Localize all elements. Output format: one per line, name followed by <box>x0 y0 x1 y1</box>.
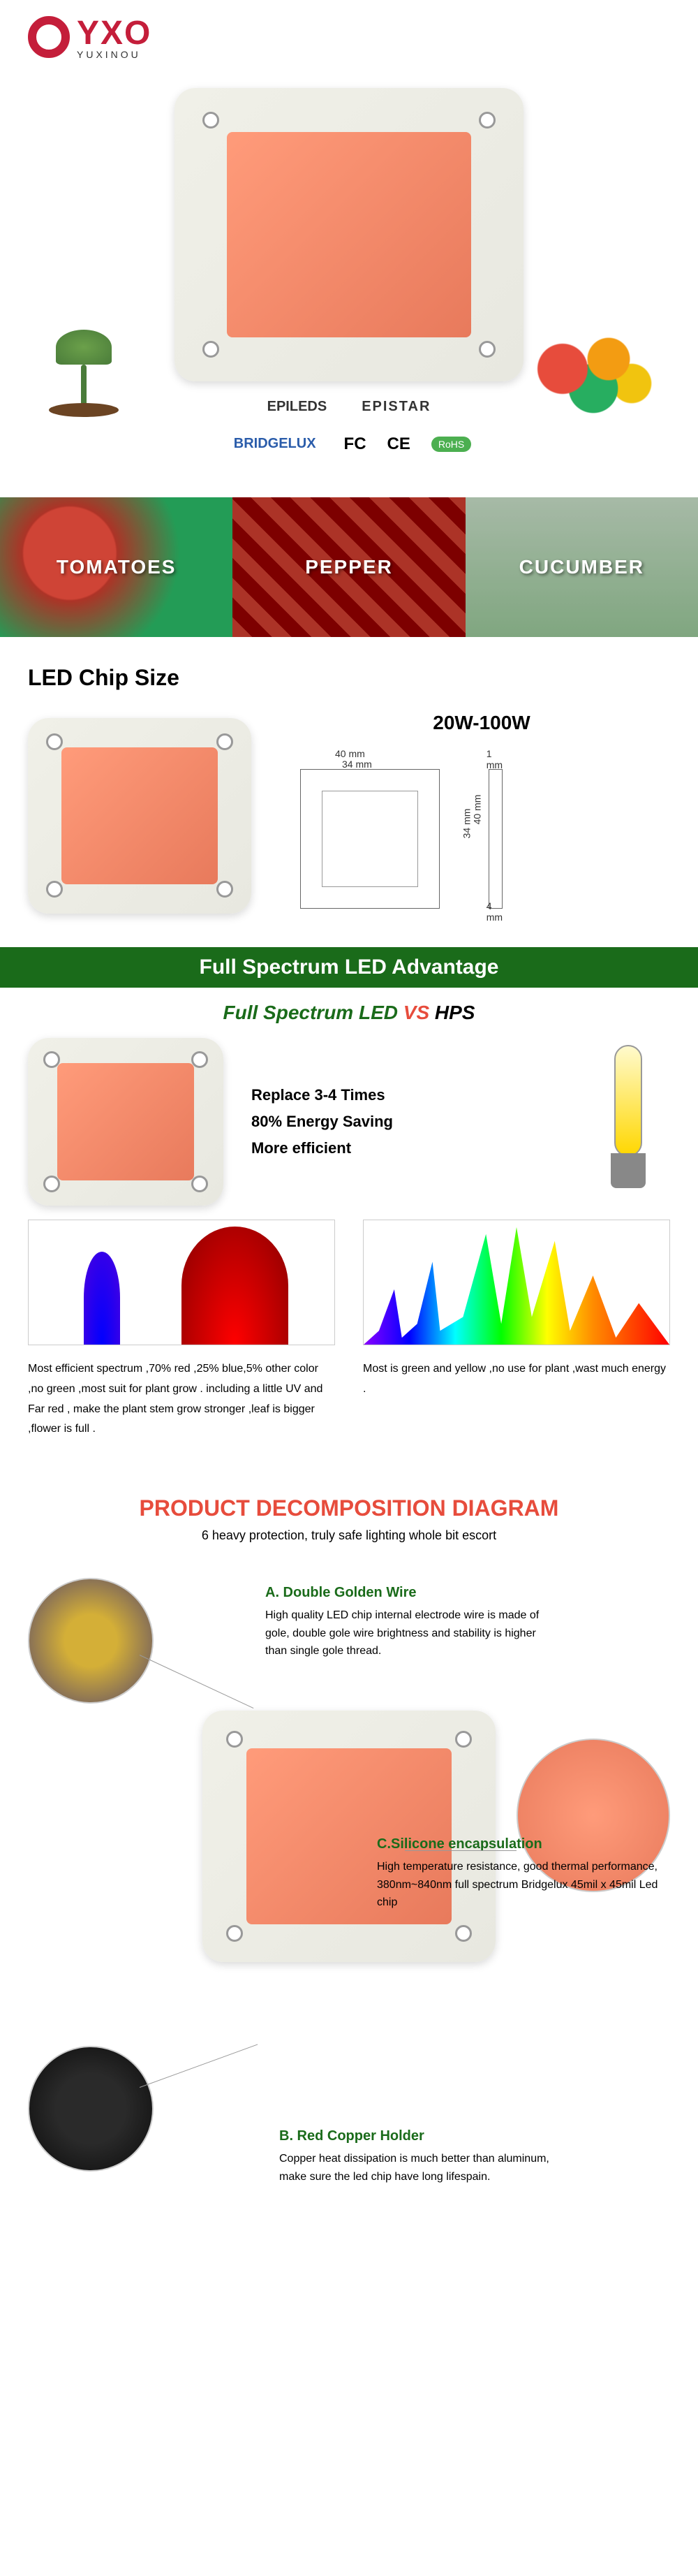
callout-a-title: A. Double Golden Wire <box>265 1585 558 1601</box>
epileds-badge: EPILEDS <box>260 395 334 418</box>
banner-tomato: TOMATOES <box>0 497 232 637</box>
dim-h-outer: 40 mm <box>472 795 483 825</box>
vs-title: Full Spectrum LED VS HPS <box>0 988 698 1038</box>
callout-b: B. Red Copper Holder Copper heat dissipa… <box>279 2128 572 2186</box>
callout-line-c <box>405 1850 517 1851</box>
dim-base: 4 mm <box>487 900 503 923</box>
vs-vs-label: VS <box>403 1002 429 1023</box>
rohs-cert-icon: RoHS <box>431 437 471 452</box>
vs-points: Replace 3-4 Times 80% Energy Saving More… <box>251 1078 558 1166</box>
logo: YXO YUXINOU <box>28 14 670 60</box>
dim-h-inner: 34 mm <box>461 809 473 839</box>
banner-label-pepper: PEPPER <box>305 556 393 578</box>
led-spectrum-col: Most efficient spectrum ,70% red ,25% bl… <box>28 1220 335 1440</box>
vs-point-0: Replace 3-4 Times <box>251 1086 558 1104</box>
decomp-title: PRODUCT DECOMPOSITION DIAGRAM <box>0 1495 698 1521</box>
vs-hps-label: HPS <box>435 1002 475 1023</box>
chip-hero-image <box>174 88 524 381</box>
chip-size-image <box>28 718 251 914</box>
produce-banner: TOMATOES PEPPER CUCUMBER <box>0 497 698 637</box>
wattage-label: 20W-100W <box>293 712 670 734</box>
callout-line-b <box>140 2044 258 2088</box>
certs-row: BRIDGELUX FC CE RoHS <box>28 432 670 455</box>
size-diagram: 20W-100W 40 mm 34 mm 40 mm 34 mm 1 mm 4 … <box>293 712 670 919</box>
chip-size-section: LED Chip Size 20W-100W 40 mm 34 mm 40 mm… <box>0 637 698 947</box>
spectrum-row: Most efficient spectrum ,70% red ,25% bl… <box>0 1206 698 1454</box>
logo-sub: YUXINOU <box>77 49 151 60</box>
wire-detail-icon <box>28 1578 154 1704</box>
hero-section: EPILEDS EPISTAR BRIDGELUX FC CE RoHS <box>0 74 698 497</box>
banner-pepper: PEPPER <box>232 497 465 637</box>
callout-c-desc: High temperature resistance, good therma… <box>377 1858 670 1912</box>
banner-label-tomato: TOMATOES <box>57 556 177 578</box>
vs-chip-image <box>28 1038 223 1206</box>
banner-label-cucumber: CUCUMBER <box>519 556 644 578</box>
vs-row: Replace 3-4 Times 80% Energy Saving More… <box>0 1038 698 1206</box>
bridgelux-badge: BRIDGELUX <box>227 432 323 455</box>
fc-cert-icon: FC <box>344 434 366 454</box>
callout-line-a <box>140 1655 254 1708</box>
callout-b-title: B. Red Copper Holder <box>279 2128 572 2144</box>
epistar-badge: EPISTAR <box>355 395 438 418</box>
banner-cucumber: CUCUMBER <box>466 497 698 637</box>
hps-spectrum-desc: Most is green and yellow ,no use for pla… <box>363 1359 670 1400</box>
hps-spectrum-col: Most is green and yellow ,no use for pla… <box>363 1220 670 1440</box>
hps-spectrum-chart <box>363 1220 670 1345</box>
logo-ring-icon <box>28 16 70 58</box>
header: YXO YUXINOU <box>0 0 698 74</box>
decomp-sub: 6 heavy protection, truly safe lighting … <box>0 1528 698 1543</box>
dim-thick: 1 mm <box>487 748 503 770</box>
led-spectrum-desc: Most efficient spectrum ,70% red ,25% bl… <box>28 1359 335 1440</box>
callout-b-desc: Copper heat dissipation is much better t… <box>279 2150 572 2186</box>
callout-a-desc: High quality LED chip internal electrode… <box>265 1607 558 1660</box>
ce-cert-icon: CE <box>387 434 410 454</box>
vs-point-1: 80% Energy Saving <box>251 1113 558 1131</box>
dim-w-outer: 40 mm <box>335 748 365 759</box>
sprout-icon <box>42 330 126 414</box>
led-spectrum-chart <box>28 1220 335 1345</box>
callout-a: A. Double Golden Wire High quality LED c… <box>265 1585 558 1660</box>
dim-w-inner: 34 mm <box>342 759 372 770</box>
advantage-banner: Full Spectrum LED Advantage <box>0 947 698 988</box>
vs-led-label: Full Spectrum LED <box>223 1002 398 1023</box>
vs-point-2: More efficient <box>251 1139 558 1157</box>
chip-size-title: LED Chip Size <box>28 665 670 691</box>
copper-detail-icon <box>28 2046 154 2172</box>
callout-c: C.Silicone encapsulation High temperatur… <box>377 1836 670 1912</box>
hps-bulb-icon <box>586 1045 670 1199</box>
decomp-diagram: A. Double Golden Wire High quality LED c… <box>0 1571 698 2200</box>
vegetables-image <box>517 330 670 427</box>
logo-brand: YXO <box>77 14 151 52</box>
